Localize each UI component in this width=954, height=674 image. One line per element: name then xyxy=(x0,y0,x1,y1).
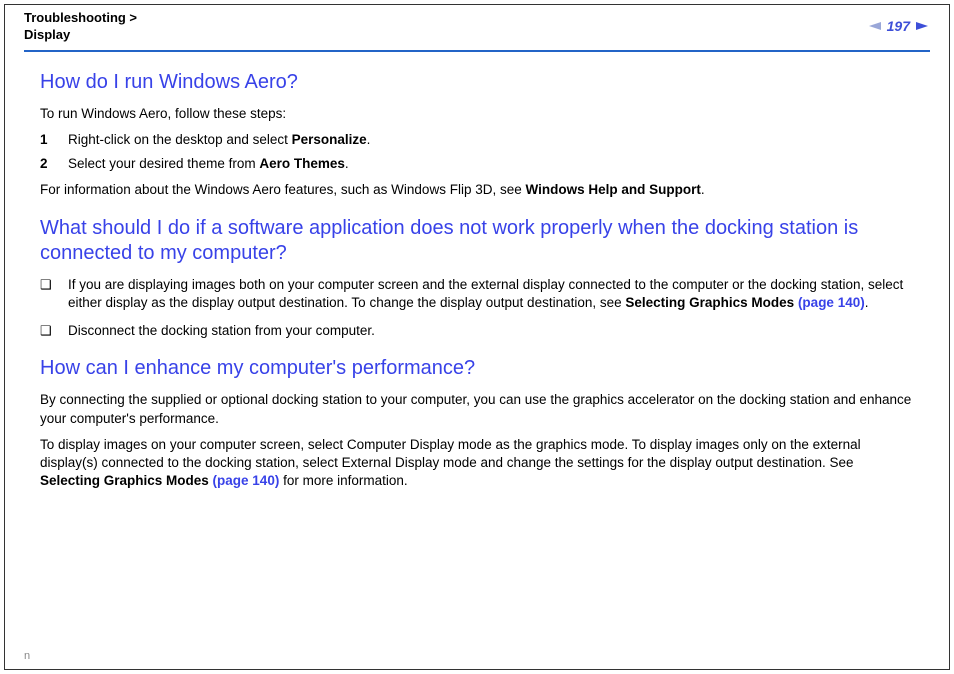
page-border xyxy=(4,4,950,670)
footer-mark: n xyxy=(24,650,30,662)
